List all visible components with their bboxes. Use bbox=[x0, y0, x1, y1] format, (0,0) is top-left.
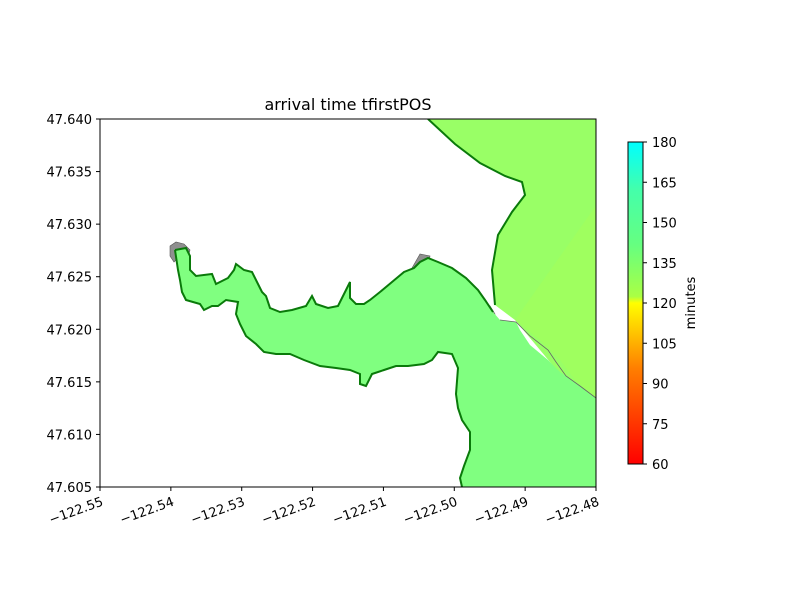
colorbar-tick-label: 75 bbox=[652, 418, 669, 433]
x-tick-label: −122.55 bbox=[47, 495, 105, 528]
x-tick-label: −122.52 bbox=[260, 495, 318, 528]
x-tick-label: −122.49 bbox=[472, 495, 530, 528]
x-tick-label: −122.51 bbox=[331, 495, 389, 528]
colorbar-tick-label: 60 bbox=[652, 458, 669, 473]
y-tick-label: 47.610 bbox=[47, 428, 93, 443]
axes-frame bbox=[99, 118, 597, 488]
map-area bbox=[100, 119, 596, 487]
y-tick-label: 47.615 bbox=[47, 376, 93, 391]
inner-bay-water bbox=[175, 248, 596, 487]
y-axis: 47.605 47.610 47.615 47.620 47.625 47.630 47.6… bbox=[47, 113, 100, 496]
y-tick-label: 47.605 bbox=[47, 481, 93, 496]
shoreline-inner bbox=[174, 246, 494, 314]
y-tick-label: 47.630 bbox=[47, 218, 93, 233]
colorbar-tick-label: 90 bbox=[652, 378, 669, 393]
shoreline-east-thin bbox=[499, 319, 596, 399]
colorbar-tick-label: 120 bbox=[652, 297, 677, 312]
colorbar-tick-label: 165 bbox=[652, 176, 677, 191]
colorbar-tick-label: 135 bbox=[652, 257, 677, 272]
outer-water-lower bbox=[515, 205, 596, 398]
colorbar-tick-label: 150 bbox=[652, 217, 677, 232]
y-tick-label: 47.625 bbox=[47, 271, 93, 286]
y-tick-label: 47.640 bbox=[47, 113, 93, 128]
x-tick-label: −122.53 bbox=[189, 495, 247, 528]
x-tick-label: −122.48 bbox=[543, 495, 601, 528]
shoreline-south bbox=[174, 249, 471, 487]
colorbar bbox=[628, 142, 643, 464]
colorbar-tick-label: 105 bbox=[652, 337, 677, 352]
x-axis: −122.55 −122.54 −122.53 −122.52 −122.51 −122.… bbox=[47, 487, 601, 528]
x-tick-label: −122.50 bbox=[402, 495, 460, 528]
y-tick-label: 47.635 bbox=[47, 166, 93, 181]
shoreline-outer bbox=[427, 119, 527, 306]
plot-title: arrival time tfirstPOS bbox=[264, 95, 431, 114]
colorbar-axis: 180 165 150 135 120 105 90 75 60 bbox=[643, 136, 677, 473]
colorbar-tick-label: 180 bbox=[652, 136, 677, 151]
x-tick-label: −122.54 bbox=[118, 495, 176, 528]
y-tick-label: 47.620 bbox=[47, 323, 93, 338]
colorbar-label: minutes bbox=[684, 276, 699, 329]
